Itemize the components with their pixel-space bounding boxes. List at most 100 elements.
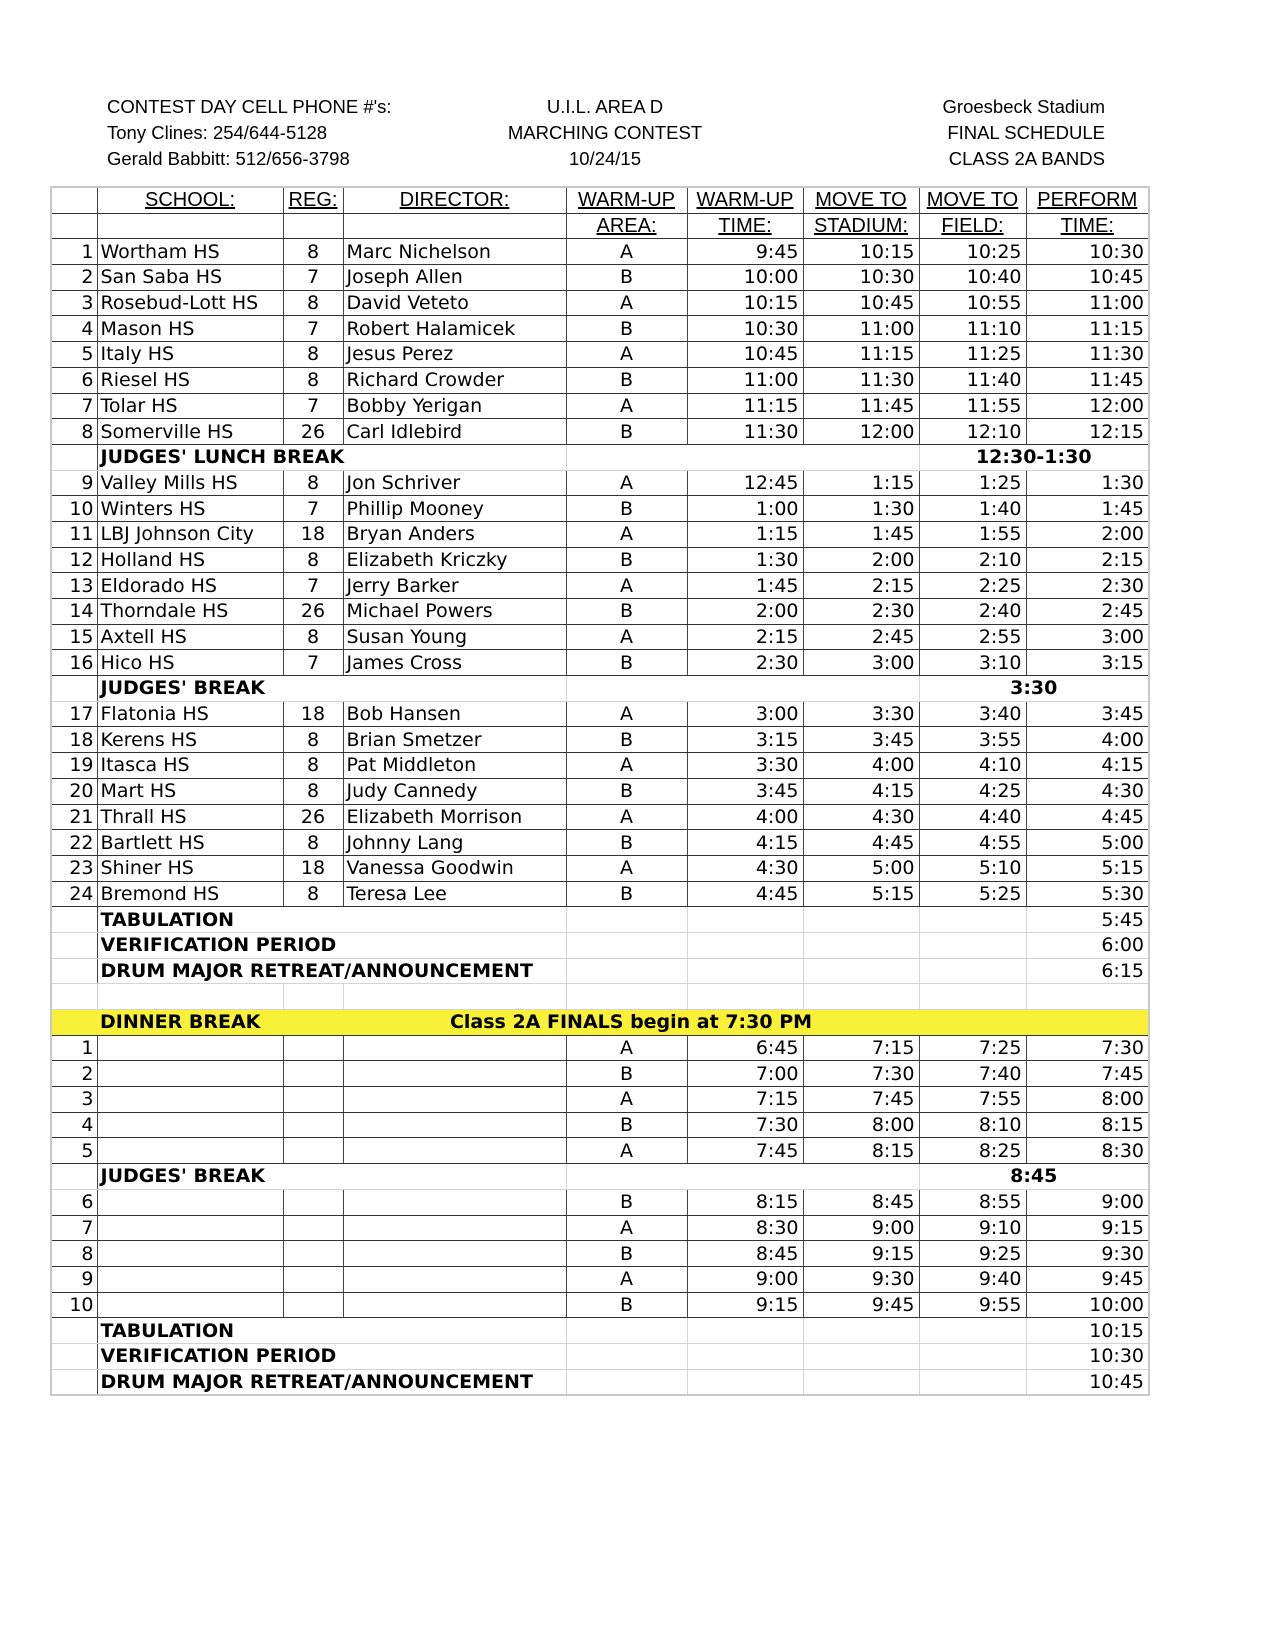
warmup-area-empty-cell — [565, 1343, 687, 1370]
warmup-time-cell: 1:30 — [686, 547, 803, 574]
row-number: 3 — [51, 290, 97, 317]
venue-name: Groesbeck Stadium — [942, 96, 1105, 117]
region-cell: 7 — [282, 264, 343, 291]
move-to-field-cell: 1:25 — [918, 470, 1026, 497]
move-to-stadium-cell: 7:45 — [802, 1086, 919, 1113]
move-to-field-cell: 8:55 — [918, 1189, 1026, 1216]
move-to-field-cell: 7:40 — [918, 1060, 1026, 1088]
move-to-stadium-cell: 3:00 — [802, 649, 919, 677]
warmup-time-cell: 11:15 — [686, 393, 803, 420]
move-to-stadium-cell: 4:15 — [802, 778, 919, 805]
row-number — [51, 1317, 97, 1344]
perform-time-cell: 3:00 — [1025, 624, 1149, 651]
finals-notice: Class 2A FINALS begin at 7:30 PM — [343, 1009, 919, 1036]
warmup-area-cell: A — [565, 804, 687, 831]
move-to-stadium-cell: 5:15 — [802, 881, 919, 908]
warmup-time-cell: 1:00 — [686, 495, 803, 522]
warmup-area-cell: B — [565, 881, 687, 908]
stadium-empty-cell — [802, 1317, 919, 1344]
school-cell: Axtell HS — [96, 624, 283, 651]
table-row: 19 Itasca HS 8 Pat Middleton A 3:30 4:00 4:10 4:… — [51, 752, 1149, 779]
perform-time-cell: 2:30 — [1025, 572, 1149, 599]
director-cell: Pat Middleton — [342, 752, 566, 779]
school-cell: Shiner HS — [96, 855, 283, 882]
move-to-field-cell: 2:40 — [918, 598, 1026, 625]
move-to-field-cell: 8:10 — [918, 1112, 1026, 1139]
move-to-stadium-cell: 10:30 — [802, 264, 919, 291]
row-number: 6 — [51, 1189, 97, 1216]
class-label: CLASS 2A BANDS — [948, 148, 1105, 169]
region-cell: 18 — [282, 855, 343, 882]
column-header — [342, 213, 566, 240]
perform-time-cell: 10:45 — [1025, 264, 1149, 291]
region-cell — [282, 1035, 343, 1062]
row-number: 10 — [51, 495, 97, 522]
row-number — [51, 1369, 97, 1396]
perform-time-cell: 9:30 — [1025, 1240, 1149, 1267]
row-number: 22 — [51, 829, 97, 856]
column-header: MOVE TO — [802, 187, 919, 214]
perform-time-cell: 3:15 — [1025, 649, 1149, 677]
stadium-empty-cell — [802, 932, 919, 959]
move-to-stadium-cell: 4:00 — [802, 752, 919, 779]
warmup-time-cell: 7:30 — [686, 1112, 803, 1139]
table-row: 7 Tolar HS 7 Bobby Yerigan A 11:15 11:45 11:55 1… — [51, 393, 1149, 420]
event-label: VERIFICATION PERIOD — [96, 932, 566, 959]
event-label: TABULATION — [96, 906, 566, 933]
column-header-row: SCHOOL: REG: DIRECTOR: WARM-UP WARM-UP MOVE T… — [51, 187, 1149, 214]
move-to-field-cell: 4:10 — [918, 752, 1026, 779]
region-cell: 8 — [282, 470, 343, 497]
venue-block: Groesbeck Stadium FINAL SCHEDULE CLASS 2… — [943, 94, 1105, 172]
stadium-empty-cell — [802, 958, 919, 985]
table-row: 5 A 7:45 8:15 8:25 8:30 — [51, 1137, 1149, 1165]
warmup-area-cell: A — [565, 855, 687, 882]
move-to-field-cell: 2:25 — [918, 572, 1026, 599]
move-to-field-cell: 11:55 — [918, 393, 1026, 420]
warmup-area-cell: A — [565, 624, 687, 651]
director-cell: Elizabeth Morrison — [342, 804, 566, 831]
warmup-time-cell: 3:30 — [686, 752, 803, 779]
empty-cell — [802, 983, 919, 1010]
warmup-time-cell: 7:15 — [686, 1086, 803, 1113]
table-row: 12 Holland HS 8 Elizabeth Kriczky B 1:30 2:00 2… — [51, 547, 1149, 574]
warmup-time-cell: 9:45 — [686, 238, 803, 266]
empty-cell — [51, 983, 97, 1010]
row-number: 13 — [51, 572, 97, 599]
director-cell: James Cross — [342, 649, 566, 677]
school-cell — [96, 1189, 283, 1216]
row-number: 8 — [51, 1240, 97, 1267]
column-header: DIRECTOR: — [342, 187, 566, 214]
region-cell: 7 — [282, 572, 343, 599]
event-label: DRUM MAJOR RETREAT/ANNOUNCEMENT — [96, 1369, 566, 1396]
row-number: 23 — [51, 855, 97, 882]
perform-time-cell: 2:00 — [1025, 521, 1149, 548]
region-cell — [282, 1060, 343, 1088]
break-row: JUDGES' BREAK 3:30 — [51, 675, 1149, 702]
move-to-field-cell: 9:40 — [918, 1266, 1026, 1293]
empty-cell — [686, 983, 803, 1010]
table-row: 11 LBJ Johnson City 18 Bryan Anders A 1:15 1:4… — [51, 521, 1149, 548]
perform-time-cell: 9:15 — [1025, 1215, 1149, 1242]
school-cell: Thrall HS — [96, 804, 283, 831]
empty-cell — [342, 983, 566, 1010]
column-header-label: WARM-UP — [577, 189, 676, 212]
director-cell: Jerry Barker — [342, 572, 566, 599]
column-header-label: TIME: — [718, 215, 772, 238]
column-header-label: WARM-UP — [696, 189, 794, 212]
move-to-field-cell: 8:25 — [918, 1137, 1026, 1165]
row-number — [51, 1009, 97, 1036]
contact-line: Gerald Babbitt: 512/656-3798 — [107, 148, 350, 169]
field-empty-cell — [918, 1343, 1026, 1370]
school-cell: Riesel HS — [96, 367, 283, 394]
row-number: 5 — [51, 1137, 97, 1165]
warmup-area-empty-cell — [565, 1369, 687, 1396]
move-to-field-cell: 5:10 — [918, 855, 1026, 882]
move-to-field-cell: 3:40 — [918, 701, 1026, 728]
school-cell: Mason HS — [96, 315, 283, 343]
director-cell: Michael Powers — [342, 598, 566, 625]
move-to-field-cell: 3:55 — [918, 726, 1026, 754]
school-cell — [96, 1137, 283, 1165]
perform-time-cell: 5:00 — [1025, 829, 1149, 856]
director-cell — [342, 1060, 566, 1088]
move-to-stadium-cell: 1:45 — [802, 521, 919, 548]
